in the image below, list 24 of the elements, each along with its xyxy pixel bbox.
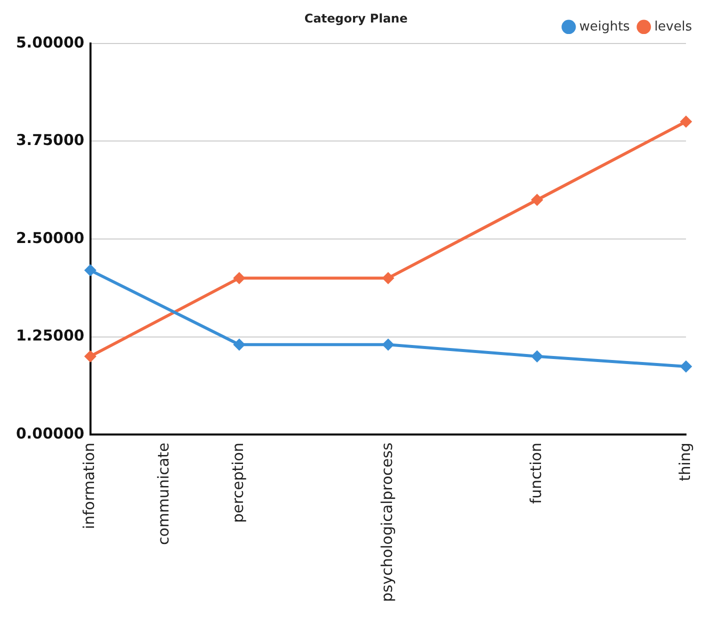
point — [532, 350, 543, 362]
point — [382, 339, 394, 350]
point — [382, 272, 394, 284]
point — [680, 361, 692, 372]
point — [234, 339, 245, 350]
point — [84, 264, 96, 276]
legend-label: levels — [654, 19, 692, 34]
point — [532, 194, 543, 206]
x-tick-label: communicate — [154, 442, 173, 545]
point — [84, 350, 96, 362]
y-tick-label: 2.50000 — [16, 228, 84, 247]
y-tick-label: 3.75000 — [16, 131, 84, 150]
y-tick-label: 0.00000 — [16, 424, 84, 442]
legend-label: weights — [579, 19, 630, 34]
point — [680, 116, 692, 128]
x-tick-label: information — [80, 442, 98, 530]
y-tick-label: 1.25000 — [16, 326, 84, 345]
x-tick-label: thing — [676, 442, 694, 482]
y-tick-label: 5.00000 — [16, 33, 84, 52]
x-tick-label: psychologicalprocess — [378, 442, 396, 602]
x-tick-label: function — [526, 442, 545, 504]
point — [234, 272, 245, 284]
x-tick-label: perception — [229, 442, 248, 523]
chart-title: Category Plane — [304, 11, 408, 26]
